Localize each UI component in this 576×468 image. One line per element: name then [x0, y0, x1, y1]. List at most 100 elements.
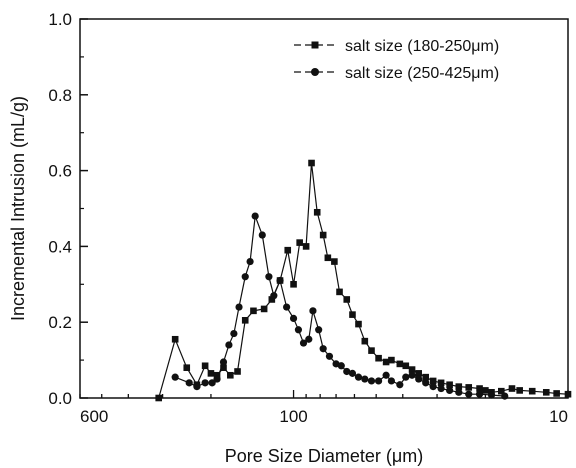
data-point-square	[319, 231, 327, 239]
data-point-circle	[343, 367, 351, 376]
data-point-circle	[465, 390, 473, 398]
y-axis-title: Incremental Intrusion (mL/g)	[8, 96, 28, 321]
data-point-circle	[283, 303, 291, 311]
data-point-square	[498, 387, 505, 395]
x-axis-ticks: 600 100 10	[79, 390, 569, 426]
data-point-square	[516, 387, 523, 394]
data-point-square	[308, 159, 315, 167]
data-point-square	[296, 239, 303, 246]
data-point-square	[437, 379, 445, 387]
data-point-square	[422, 373, 429, 381]
series-1	[155, 159, 572, 402]
data-point-square	[368, 347, 375, 354]
legend: salt size (180-250μm) salt size (250-425μ…	[294, 38, 499, 82]
data-point-circle	[171, 373, 179, 381]
legend-label: salt size (180-250μm)	[345, 38, 499, 55]
data-point-square	[542, 389, 550, 396]
data-point-square	[508, 385, 516, 392]
data-point-square	[476, 385, 483, 392]
data-point-square	[455, 383, 463, 390]
data-point-square	[349, 311, 356, 318]
data-point-square	[268, 296, 276, 303]
data-point-circle	[501, 392, 509, 400]
data-point-circle	[422, 379, 430, 387]
data-point-square	[465, 384, 473, 391]
x-axis-title: Pore Size Diameter (μm)	[225, 446, 423, 466]
y-tick-label: 0.4	[48, 237, 72, 256]
y-tick-label: 0.0	[48, 389, 72, 408]
x-tick-label: 600	[80, 407, 108, 426]
data-point-square	[260, 305, 268, 313]
data-point-circle	[475, 390, 484, 398]
data-point-circle	[402, 373, 410, 381]
legend-marker-square	[311, 41, 319, 49]
data-point-circle	[361, 375, 369, 383]
data-point-circle	[429, 383, 437, 391]
data-point-circle	[201, 379, 209, 387]
data-point-circle	[396, 381, 404, 389]
data-point-square	[213, 371, 221, 379]
data-point-square	[402, 362, 410, 370]
data-point-circle	[276, 276, 284, 285]
data-point-square	[446, 381, 453, 389]
data-point-square	[429, 377, 437, 385]
data-point-circle	[213, 375, 221, 383]
data-point-square	[290, 281, 297, 288]
data-point-circle	[446, 386, 454, 395]
data-point-square	[302, 243, 310, 250]
data-point-circle	[455, 388, 463, 396]
data-point-square	[155, 394, 163, 402]
data-point-circle	[348, 369, 357, 377]
x-tick-label: 10	[549, 407, 568, 426]
y-tick-label: 0.6	[48, 162, 72, 181]
data-point-circle	[193, 383, 201, 391]
data-point-square	[408, 366, 416, 373]
data-point-square	[482, 387, 489, 394]
data-point-circle	[251, 212, 259, 220]
legend-label: salt size (250-425μm)	[345, 65, 499, 82]
data-point-square	[361, 337, 369, 345]
data-point-square	[355, 320, 362, 328]
data-point-circle	[208, 379, 216, 387]
data-point-circle	[382, 371, 390, 379]
data-point-circle	[270, 292, 278, 300]
data-point-square	[183, 364, 191, 371]
data-point-circle	[319, 345, 327, 353]
y-tick-label: 1.0	[48, 10, 72, 29]
data-point-square	[564, 390, 572, 398]
data-point-square	[336, 288, 343, 296]
data-point-circle	[437, 384, 445, 393]
data-point-circle	[258, 231, 266, 239]
data-point-circle	[241, 273, 249, 281]
data-point-square	[375, 354, 382, 362]
data-point-circle	[219, 358, 228, 366]
data-point-circle	[246, 257, 254, 266]
data-point-square	[324, 254, 332, 262]
series-layer	[155, 159, 572, 402]
data-point-circle	[325, 352, 334, 360]
data-point-square	[382, 358, 390, 366]
data-point-square	[415, 370, 422, 377]
data-point-square	[284, 246, 292, 254]
data-point-square	[388, 356, 395, 364]
data-point-circle	[408, 371, 416, 379]
data-point-circle	[309, 307, 317, 315]
data-point-circle	[367, 377, 376, 385]
data-point-square	[250, 307, 257, 315]
y-tick-label: 0.8	[48, 86, 72, 105]
data-point-square	[201, 362, 209, 370]
data-point-circle	[387, 377, 396, 385]
data-point-square	[241, 317, 249, 324]
data-point-circle	[294, 326, 303, 334]
data-point-square	[553, 390, 560, 397]
x-tick-label: 100	[279, 407, 307, 426]
data-point-circle	[265, 273, 273, 281]
data-point-circle	[299, 339, 308, 347]
data-point-circle	[415, 375, 423, 383]
data-point-circle	[235, 303, 243, 311]
data-point-square	[396, 360, 404, 368]
data-point-square	[207, 370, 215, 377]
legend-marker-circle	[311, 68, 319, 76]
data-point-circle	[289, 314, 298, 323]
